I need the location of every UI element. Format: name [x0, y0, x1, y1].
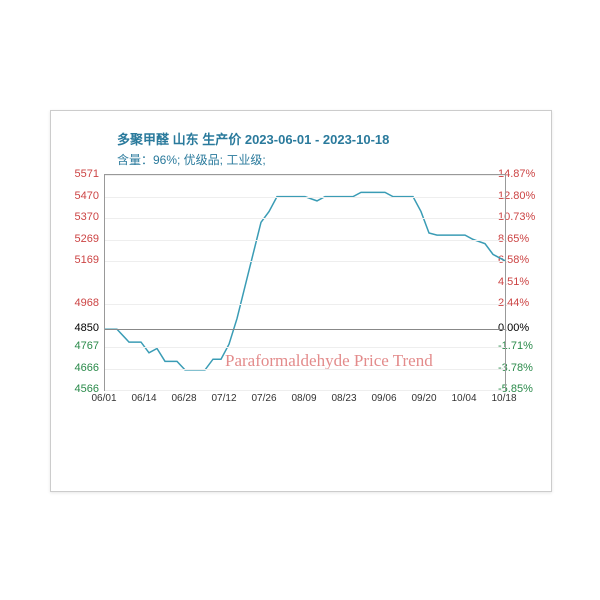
y-left-tick: 4767 — [59, 340, 99, 352]
gridline — [105, 261, 505, 262]
y-left-tick: 4968 — [59, 297, 99, 309]
x-tick: 06/14 — [124, 393, 164, 404]
gridline — [105, 390, 505, 391]
x-tick: 09/06 — [364, 393, 404, 404]
y-left-tick: 5571 — [59, 168, 99, 180]
gridline — [105, 329, 505, 330]
x-tick: 08/23 — [324, 393, 364, 404]
page: 多聚甲醛 山东 生产价 2023-06-01 - 2023-10-18 含量：9… — [0, 0, 600, 600]
x-tick: 10/04 — [444, 393, 484, 404]
x-tick: 07/12 — [204, 393, 244, 404]
chart-frame: 多聚甲醛 山东 生产价 2023-06-01 - 2023-10-18 含量：9… — [59, 119, 543, 439]
y-left-tick: 5269 — [59, 233, 99, 245]
gridline — [105, 175, 505, 176]
chart-card: 多聚甲醛 山东 生产价 2023-06-01 - 2023-10-18 含量：9… — [50, 110, 552, 492]
gridline — [105, 218, 505, 219]
plot-area: Paraformaldehyde Price Trend — [104, 174, 506, 391]
gridline — [105, 369, 505, 370]
x-tick: 06/01 — [84, 393, 124, 404]
chart-subtitle: 含量：96%; 优级品; 工业级; — [117, 151, 266, 168]
y-left-tick: 4850 — [59, 322, 99, 334]
y-left-tick: 5169 — [59, 254, 99, 266]
gridline — [105, 197, 505, 198]
y-left-tick: 5370 — [59, 211, 99, 223]
x-tick: 08/09 — [284, 393, 324, 404]
y-left-tick: 4666 — [59, 362, 99, 374]
x-tick: 07/26 — [244, 393, 284, 404]
chart-title: 多聚甲醛 山东 生产价 2023-06-01 - 2023-10-18 — [117, 129, 389, 148]
gridline — [105, 240, 505, 241]
x-tick: 10/18 — [484, 393, 524, 404]
y-left-tick: 5470 — [59, 190, 99, 202]
gridline — [105, 304, 505, 305]
x-tick: 06/28 — [164, 393, 204, 404]
gridline — [105, 347, 505, 348]
x-tick: 09/20 — [404, 393, 444, 404]
